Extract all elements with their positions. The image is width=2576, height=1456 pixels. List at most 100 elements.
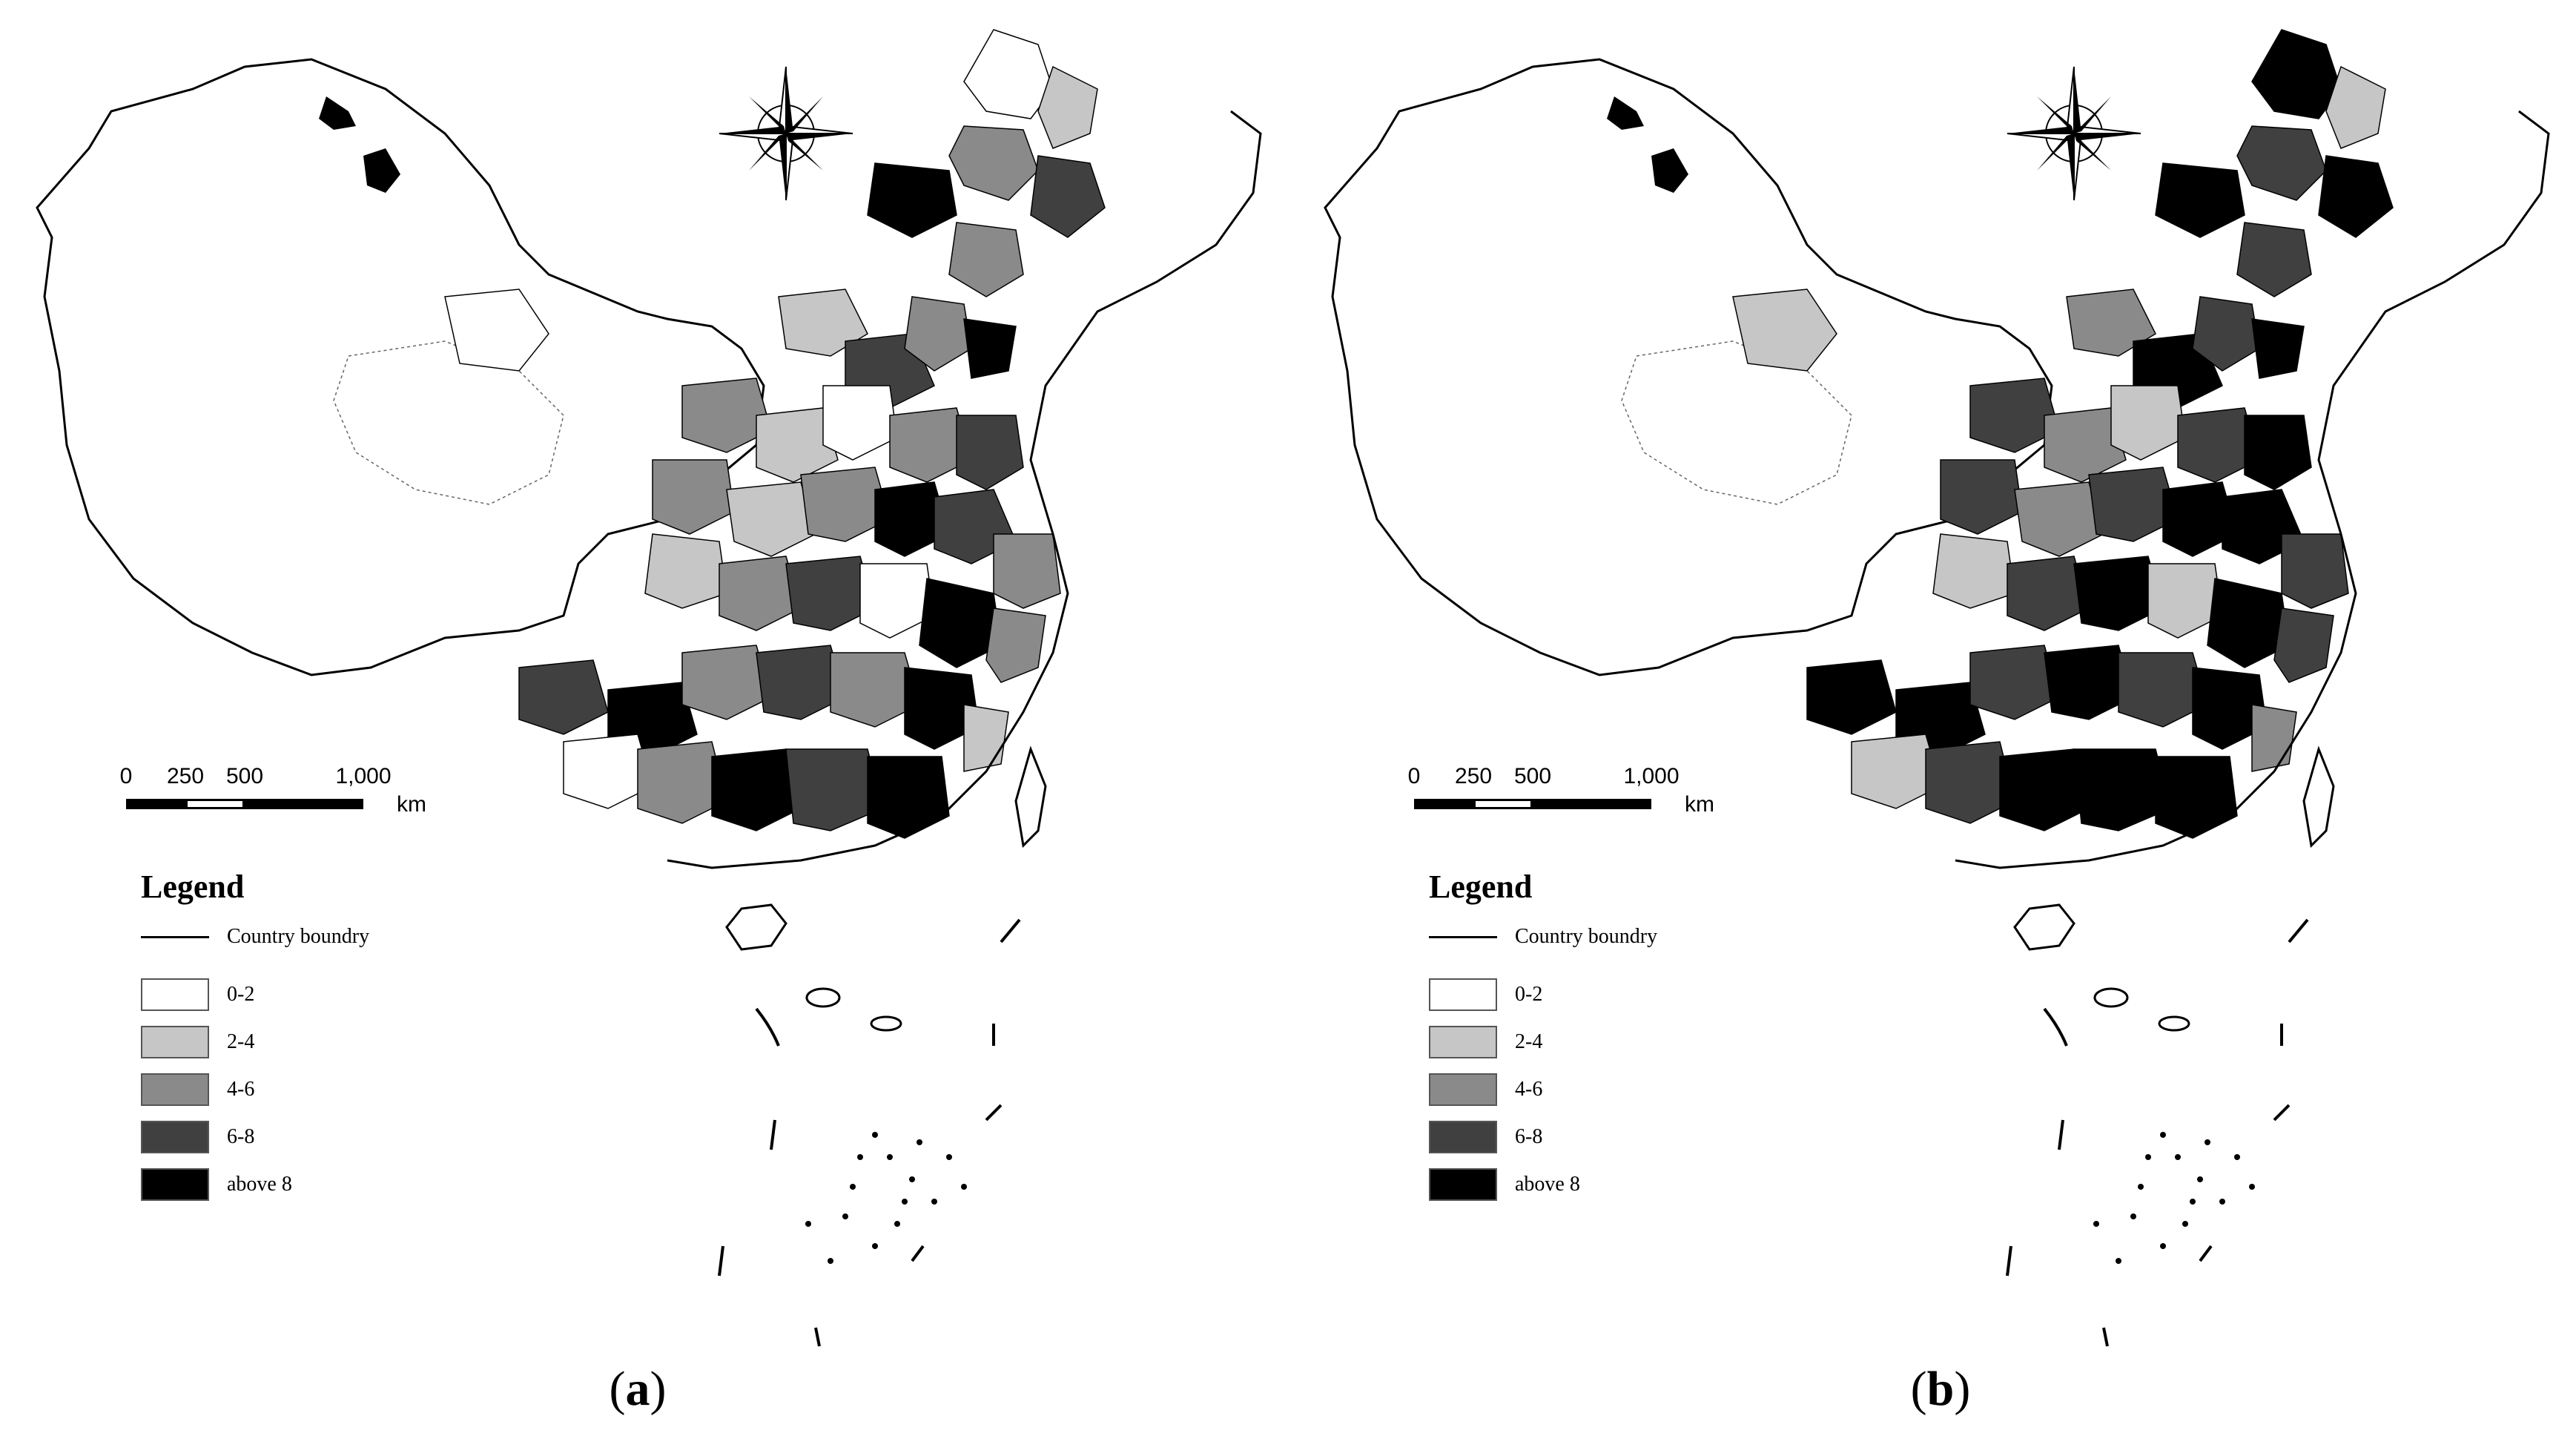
panel-a: 0 250 500 1,000 km Legend Country boundr…	[36, 29, 1262, 1416]
map-region	[2244, 415, 2312, 490]
map-region	[1969, 378, 2060, 453]
island-dot	[2234, 1154, 2240, 1160]
legend-class-label: 2-4	[227, 1030, 255, 1053]
legend-class-label: 4-6	[227, 1078, 255, 1101]
map-region	[652, 459, 735, 535]
scale-segment	[1533, 799, 1651, 809]
island-dot	[850, 1184, 856, 1190]
compass-rose-icon	[2000, 59, 2148, 208]
western-region-outline	[1324, 58, 2053, 676]
map-region	[874, 481, 950, 557]
map-region	[2251, 318, 2305, 379]
legend-class-label: 4-6	[1515, 1078, 1543, 1101]
island-dot	[2182, 1221, 2188, 1227]
map-region	[444, 289, 549, 372]
legend-class-label: 2-4	[1515, 1030, 1543, 1053]
legend-swatch	[1429, 978, 1497, 1011]
map-region	[2155, 756, 2238, 839]
map-region	[830, 652, 920, 728]
island-dot	[872, 1243, 878, 1249]
map-region	[2273, 607, 2334, 683]
legend-row: 2-4	[141, 1018, 452, 1066]
island-dot	[805, 1221, 811, 1227]
map-region	[2318, 155, 2394, 238]
island-dot	[872, 1132, 878, 1138]
island-dot	[902, 1199, 908, 1205]
map-region	[681, 645, 772, 720]
boundary-line-symbol	[141, 935, 209, 938]
map-region	[1940, 459, 2023, 535]
legend-swatch	[1429, 1026, 1497, 1058]
map-region	[756, 645, 846, 720]
map-region	[2177, 407, 2260, 483]
legend-swatch	[141, 1026, 209, 1058]
island-dot	[2138, 1184, 2144, 1190]
island-dot	[2130, 1213, 2136, 1219]
legend-swatch	[1429, 1168, 1497, 1201]
map-region	[1969, 645, 2060, 720]
legend-class-label: 6-8	[1515, 1125, 1543, 1148]
island-dot	[909, 1176, 915, 1182]
map-region	[1037, 65, 1098, 149]
map-region	[2088, 467, 2179, 542]
island-dot	[894, 1221, 900, 1227]
map-region	[1851, 734, 1941, 809]
regions	[444, 29, 1106, 839]
map-region	[800, 467, 891, 542]
island-dot	[2145, 1154, 2151, 1160]
island-dot	[2205, 1139, 2210, 1145]
legend-row: 0-2	[141, 971, 452, 1018]
map-region	[2014, 481, 2104, 557]
island-dot	[2190, 1199, 2196, 1205]
map-region	[948, 222, 1024, 297]
island-dot	[931, 1199, 937, 1205]
legend-row: 0-2	[1429, 971, 1740, 1018]
island-dot	[828, 1258, 833, 1264]
boundary-line-symbol	[1429, 935, 1497, 938]
legend-class-label: 0-2	[1515, 983, 1543, 1006]
south-china-sea-islands	[2006, 918, 2309, 1347]
map-region	[985, 607, 1046, 683]
map-region	[2110, 385, 2186, 461]
scale-tick: 500	[1513, 764, 1552, 788]
legend-swatch	[1429, 1121, 1497, 1153]
map-region	[2162, 481, 2238, 557]
map-region	[904, 667, 980, 750]
island-dot	[887, 1154, 893, 1160]
map-region	[1925, 741, 2015, 824]
map-region	[904, 296, 972, 372]
scale-segment	[1473, 799, 1533, 809]
scale-bar: 0 250 500 1,000 km	[1408, 764, 1725, 817]
legend-row: above 8	[141, 1161, 452, 1208]
legend-swatch	[141, 1168, 209, 1201]
map-region	[963, 29, 1054, 119]
map-region	[2073, 556, 2164, 631]
legend-class-label: above 8	[227, 1173, 292, 1196]
map-region	[2325, 65, 2386, 149]
map-region	[889, 407, 972, 483]
island-dot	[961, 1184, 967, 1190]
legend-boundary-row: Country boundry	[1429, 919, 1740, 955]
legend-swatch	[141, 1121, 209, 1153]
legend-row: 2-4	[1429, 1018, 1740, 1066]
panel-b: 0 250 500 1,000 km Legend Country boundr…	[1288, 0, 2576, 1456]
compass-rose-icon	[712, 59, 860, 208]
map-region	[2044, 645, 2134, 720]
scale-tick: 0	[119, 764, 133, 788]
legend: Legend Country boundry 0-2 2-4 4-6 6-8 above…	[1429, 868, 1740, 1208]
legend-class-label: 6-8	[227, 1125, 255, 1148]
legend-class-label: above 8	[1515, 1173, 1580, 1196]
island-dot	[2116, 1258, 2121, 1264]
island-dot	[2160, 1132, 2166, 1138]
legend-swatch	[1429, 1073, 1497, 1106]
legend-swatch	[141, 1073, 209, 1106]
map-region	[2192, 296, 2260, 372]
map-region	[637, 741, 727, 824]
map-region	[563, 734, 653, 809]
map-region	[2207, 578, 2290, 668]
map-region	[2155, 162, 2245, 238]
scale-unit: km	[397, 792, 426, 817]
map-region	[719, 556, 802, 631]
legend-boundary-label: Country boundry	[1515, 925, 1658, 948]
map-region	[2251, 704, 2297, 772]
